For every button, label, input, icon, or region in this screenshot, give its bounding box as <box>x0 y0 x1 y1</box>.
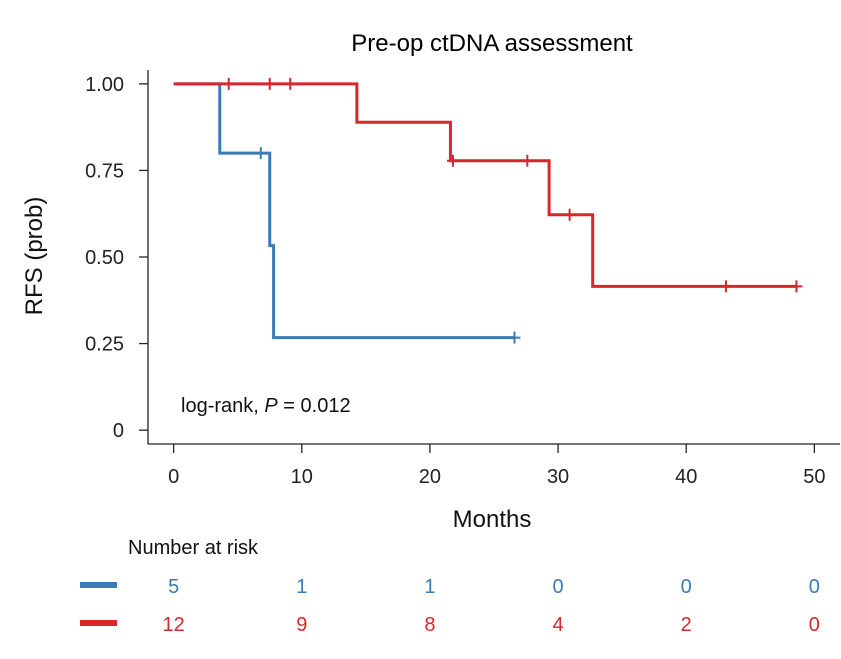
risk-count: 0 <box>553 576 564 598</box>
censor-mark-red <box>521 154 534 167</box>
risk-count: 4 <box>553 614 564 636</box>
p-value: = 0.012 <box>278 395 351 417</box>
series-group <box>173 77 803 344</box>
censor-mark-red <box>446 154 459 167</box>
x-tick-label: 30 <box>547 466 569 488</box>
censor-mark-red <box>263 77 276 90</box>
y-tick-label: 0 <box>113 420 124 442</box>
y-tick-label: 0.75 <box>85 160 124 182</box>
p-symbol: P <box>264 395 278 417</box>
risk-table: 5 1 1 0 0 0 12 9 8 4 2 0 <box>80 576 820 636</box>
risk-table-header: Number at risk <box>128 537 259 559</box>
risk-count: 2 <box>681 614 692 636</box>
risk-count: 12 <box>163 614 185 636</box>
censor-mark-blue <box>508 331 521 344</box>
survival-curve-blue <box>173 82 515 340</box>
y-tick-label: 0.50 <box>85 247 124 269</box>
risk-count: 1 <box>296 576 307 598</box>
risk-count: 8 <box>424 614 435 636</box>
survival-curve-red <box>173 82 797 288</box>
y-tick-label: 1.00 <box>85 74 124 96</box>
x-tick-label: 50 <box>803 466 825 488</box>
log-rank-annotation: log-rank, P = 0.012 <box>181 395 351 417</box>
risk-count: 0 <box>809 576 820 598</box>
x-tick-label: 20 <box>419 466 441 488</box>
log-rank-prefix: log-rank, <box>181 395 264 417</box>
censor-mark-red <box>563 208 576 221</box>
chart-title: Pre-op ctDNA assessment <box>351 30 633 57</box>
risk-count: 5 <box>168 576 179 598</box>
axes: 0 0.25 0.50 0.75 1.00 0 10 20 30 40 50 <box>85 70 840 488</box>
y-tick-label: 0.25 <box>85 334 124 356</box>
risk-count: 1 <box>424 576 435 598</box>
x-tick-label: 0 <box>168 466 179 488</box>
censor-mark-blue <box>254 147 267 160</box>
risk-count: 0 <box>809 614 820 636</box>
risk-count: 0 <box>681 576 692 598</box>
x-axis-label: Months <box>453 506 532 533</box>
censor-mark-red <box>790 280 803 293</box>
risk-count: 9 <box>296 614 307 636</box>
y-axis-label: RFS (prob) <box>21 197 48 316</box>
censor-mark-red <box>222 77 235 90</box>
censor-mark-red <box>284 77 297 90</box>
censor-mark-red <box>719 280 732 293</box>
x-tick-label: 10 <box>291 466 313 488</box>
x-tick-label: 40 <box>675 466 697 488</box>
